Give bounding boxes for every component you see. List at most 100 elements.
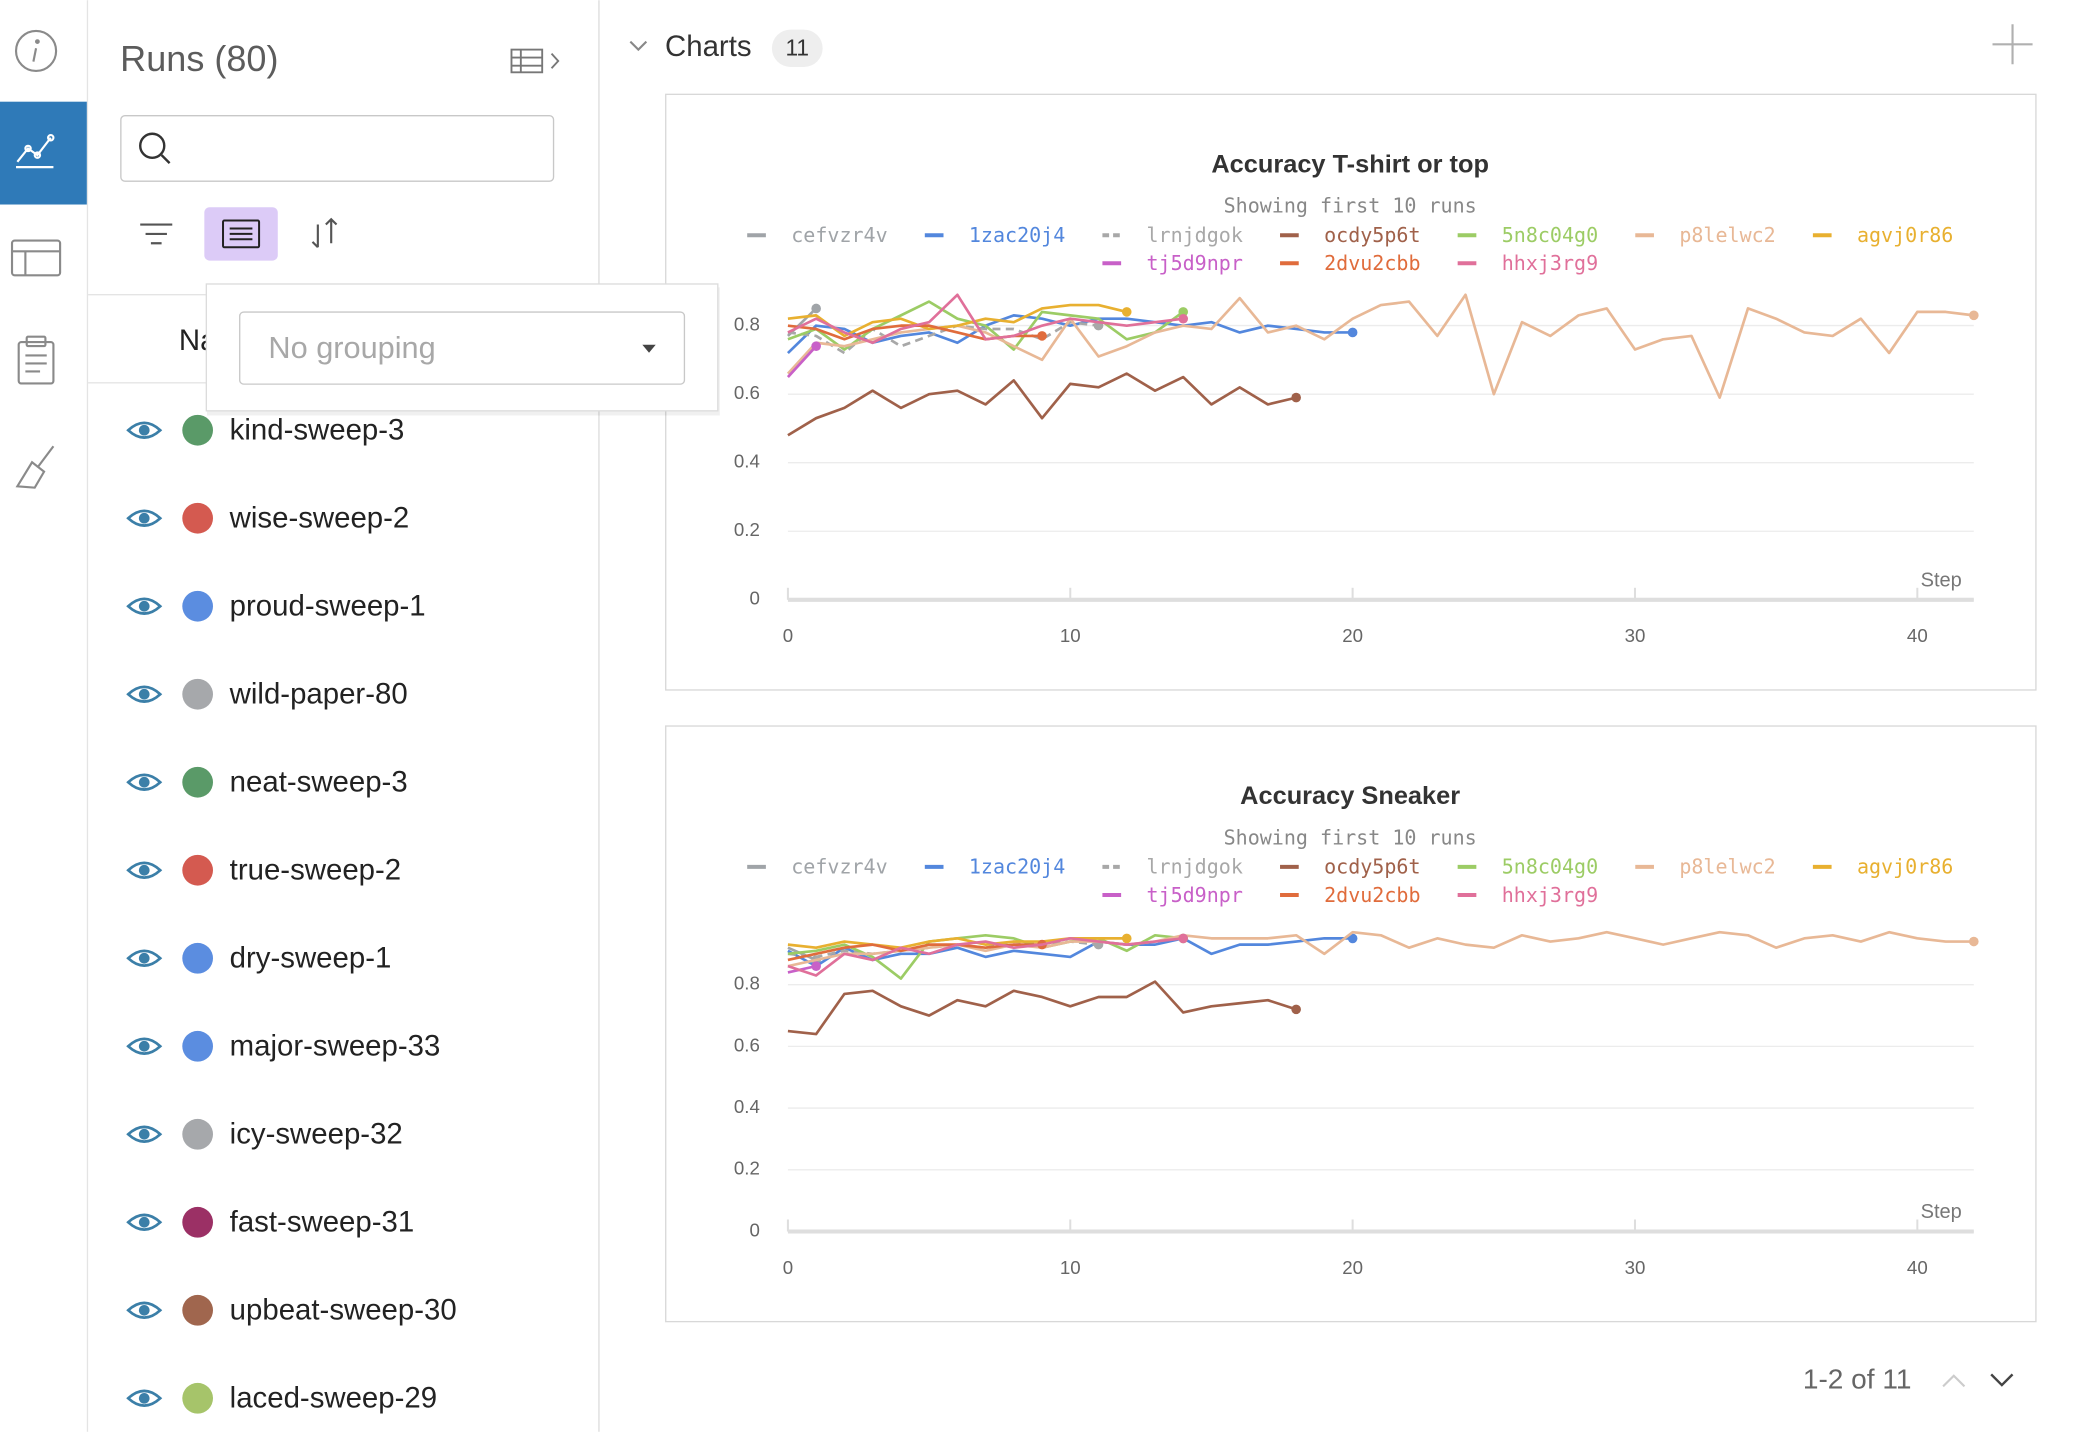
visibility-toggle[interactable] <box>126 949 163 967</box>
y-tick-label: 0.8 <box>734 314 760 335</box>
run-name[interactable]: fast-sweep-31 <box>230 1205 415 1238</box>
legend-label[interactable]: agvj0r86 <box>1857 855 1953 879</box>
run-name[interactable]: major-sweep-33 <box>230 1029 441 1062</box>
legend-label[interactable]: 5n8c04g0 <box>1502 855 1598 879</box>
x-tick-label: 40 <box>1907 1257 1928 1278</box>
series-line <box>787 293 1184 345</box>
x-tick-label: 30 <box>1625 1257 1646 1278</box>
eye-pupil <box>138 864 150 876</box>
x-tick-label: 10 <box>1060 625 1081 646</box>
series-line <box>787 930 1974 968</box>
select-caret <box>642 344 656 353</box>
legend-label[interactable]: 1zac20j4 <box>969 855 1065 879</box>
run-color <box>182 942 214 974</box>
collapse-chevron[interactable] <box>629 40 648 52</box>
series-line <box>787 943 1043 962</box>
visibility-toggle[interactable] <box>126 421 163 439</box>
legend-label[interactable]: 2dvu2cbb <box>1324 883 1420 907</box>
page-down[interactable] <box>1990 1373 2014 1387</box>
legend-label[interactable]: lrnjdgok <box>1146 855 1242 879</box>
visibility-toggle[interactable] <box>126 1389 163 1407</box>
filter-button[interactable] <box>140 223 173 245</box>
visibility-toggle[interactable] <box>126 1037 163 1055</box>
search-input[interactable] <box>120 115 555 182</box>
chart-count: 11 <box>785 35 809 61</box>
legend-label[interactable]: cefvzr4v <box>791 855 887 879</box>
legend-label[interactable]: p8lelwc2 <box>1679 223 1775 247</box>
grouping-value: No grouping <box>268 330 435 365</box>
legend-label[interactable]: 1zac20j4 <box>969 223 1065 247</box>
run-name[interactable]: true-sweep-2 <box>230 853 401 886</box>
run-name[interactable]: proud-sweep-1 <box>230 589 426 622</box>
run-name[interactable]: kind-sweep-3 <box>230 413 405 446</box>
x-tick-label: 10 <box>1060 1257 1081 1278</box>
series-line <box>787 937 1353 968</box>
nav-active[interactable] <box>0 101 87 205</box>
eye-pupil <box>138 424 150 436</box>
run-name[interactable]: wild-paper-80 <box>229 677 408 710</box>
sweep-icon[interactable] <box>15 445 55 489</box>
page-up[interactable] <box>1942 1374 1966 1388</box>
run-name[interactable]: icy-sweep-32 <box>230 1117 403 1150</box>
add-panel-button[interactable] <box>1992 24 2033 65</box>
visibility-toggle[interactable] <box>126 1301 163 1319</box>
run-name[interactable]: neat-sweep-3 <box>230 765 408 798</box>
series-end-point <box>1969 310 1979 321</box>
run-color <box>182 1030 214 1062</box>
legend-label[interactable]: cefvzr4v <box>791 223 887 247</box>
x-tick-label: 30 <box>1625 625 1646 646</box>
run-color <box>182 502 214 534</box>
legend-label[interactable]: 5n8c04g0 <box>1502 223 1598 247</box>
visibility-toggle[interactable] <box>126 1125 163 1143</box>
visibility-toggle[interactable] <box>126 1213 163 1231</box>
series-end-point <box>1178 307 1189 317</box>
grouping-select[interactable] <box>239 311 686 385</box>
chart-subtitle: Showing first 10 runs <box>1224 825 1477 849</box>
visibility-toggle[interactable] <box>126 597 163 615</box>
run-name[interactable]: wise-sweep-2 <box>229 501 410 534</box>
series-end-point <box>811 961 821 971</box>
run-name[interactable]: dry-sweep-1 <box>230 941 392 974</box>
series-line <box>786 345 818 378</box>
visibility-toggle[interactable] <box>126 509 163 527</box>
eye-pupil <box>138 1304 150 1316</box>
visibility-toggle[interactable] <box>126 861 163 879</box>
legend-label[interactable]: lrnjdgok <box>1146 223 1242 247</box>
legend-label[interactable]: hhxj3rg9 <box>1502 883 1598 907</box>
count-badge <box>771 29 823 67</box>
legend-label[interactable]: tj5d9npr <box>1146 883 1242 907</box>
legend-label[interactable]: p8lelwc2 <box>1679 855 1775 879</box>
info-icon[interactable] <box>14 29 58 73</box>
y-tick-label: 0.6 <box>734 382 760 403</box>
eye-pupil <box>138 600 150 612</box>
runs-panel: Runs (80) Na kind-sweep-3wise-sweep-2pro… <box>88 0 600 1432</box>
series-line <box>787 980 1297 1036</box>
table-icon[interactable] <box>10 239 62 277</box>
table-toggle[interactable] <box>510 48 560 74</box>
visibility-toggle[interactable] <box>126 685 163 703</box>
legend-label[interactable]: ocdy5p6t <box>1324 223 1420 247</box>
eye-pupil <box>138 776 150 788</box>
panel-frame <box>665 93 2037 691</box>
legend-label[interactable]: agvj0r86 <box>1857 223 1953 247</box>
x-tick-label: 20 <box>1342 1257 1363 1278</box>
run-color <box>182 414 214 446</box>
report-icon[interactable] <box>17 335 55 385</box>
run-color <box>182 1206 214 1238</box>
legend-label[interactable]: 2dvu2cbb <box>1324 251 1420 275</box>
visibility-toggle[interactable] <box>126 773 163 791</box>
legend-label[interactable]: ocdy5p6t <box>1324 855 1420 879</box>
charts-icon <box>16 134 55 169</box>
eye-pupil <box>138 952 150 964</box>
sort-button[interactable] <box>311 217 338 249</box>
grouping-popup: No grouping <box>205 283 720 416</box>
legend-label[interactable]: hhxj3rg9 <box>1502 251 1598 275</box>
run-name[interactable]: upbeat-sweep-30 <box>230 1293 457 1326</box>
series-end-point <box>1178 313 1189 324</box>
run-name[interactable]: laced-sweep-29 <box>230 1381 437 1414</box>
series-end-point <box>1347 327 1358 338</box>
series-end-point <box>1121 307 1132 317</box>
legend-label[interactable]: tj5d9npr <box>1146 251 1242 275</box>
series-end-point <box>811 303 821 314</box>
